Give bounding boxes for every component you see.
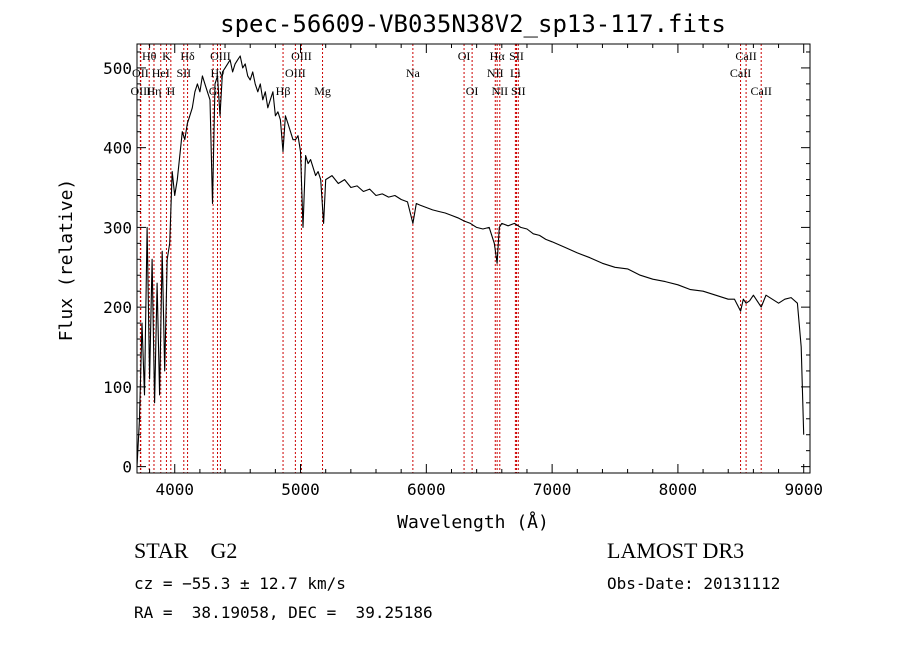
line-marker-label-9: OIII — [210, 49, 231, 63]
line-marker-label-6: Hδ — [180, 49, 195, 63]
obs-date-label: Obs-Date: 20131112 — [607, 574, 781, 593]
y-tick-label-5: 500 — [103, 59, 132, 78]
line-marker-label-12: OIII — [291, 49, 312, 63]
y-tick-label-3: 300 — [103, 218, 132, 237]
line-marker-label-8: H — [167, 84, 176, 98]
line-marker-label-25: CaII — [735, 49, 756, 63]
coordinates-label: RA = 38.19058, DEC = 39.25186 — [134, 603, 433, 622]
line-marker-label-2: OIII — [130, 84, 151, 98]
line-marker-label-14: Hβ — [276, 84, 291, 98]
line-marker-label-10: Hγ — [211, 66, 226, 80]
line-marker-label-5: Hη — [147, 84, 162, 98]
survey-label: LAMOST DR3 — [607, 538, 745, 563]
x-tick-label-5: 9000 — [784, 480, 823, 499]
x-tick-label-0: 4000 — [155, 480, 194, 499]
line-marker-label-22: SII — [509, 49, 524, 63]
line-marker-label-23: Li — [510, 66, 521, 80]
y-axis-label: Flux (relative) — [56, 179, 77, 342]
line-marker-label-21: NII — [491, 84, 508, 98]
velocity-label: cz = −55.3 ± 12.7 km/s — [134, 574, 346, 593]
y-tick-label-0: 0 — [122, 458, 132, 477]
line-marker-label-1: OII — [132, 66, 149, 80]
axis-ticks — [137, 44, 810, 473]
spectral-line-markers — [139, 44, 762, 473]
line-marker-label-17: OI — [458, 49, 471, 63]
line-marker-label-24: SII — [511, 84, 526, 98]
line-marker-label-27: CaII — [751, 84, 772, 98]
line-marker-label-26: CaII — [730, 66, 751, 80]
axis-tick-labels: 4000 5000 6000 7000 8000 9000 0 100 200 300 400 500 — [103, 59, 823, 499]
x-axis-label: Wavelength (Å) — [397, 511, 549, 533]
line-marker-label-18: OI — [466, 84, 479, 98]
object-class-label: STAR G2 — [134, 538, 238, 563]
x-tick-label-2: 6000 — [407, 480, 446, 499]
line-marker-label-13: OIII — [285, 66, 306, 80]
line-marker-label-0: Hθ — [142, 49, 157, 63]
line-marker-label-19: Hα — [490, 49, 506, 63]
series-layer — [136, 55, 805, 467]
x-tick-label-1: 5000 — [281, 480, 320, 499]
line-marker-label-3: K — [162, 49, 171, 63]
y-tick-label-1: 100 — [103, 378, 132, 397]
x-tick-label-3: 7000 — [533, 480, 572, 499]
x-tick-label-4: 8000 — [659, 480, 698, 499]
y-tick-label-4: 400 — [103, 139, 132, 158]
line-marker-label-20: NII — [487, 66, 504, 80]
line-marker-label-4: HeI — [152, 66, 170, 80]
line-marker-label-15: Mg — [314, 84, 331, 98]
series-line-spectrum — [136, 55, 805, 467]
line-marker-label-11: G — [209, 84, 218, 98]
line-marker-label-16: Na — [406, 66, 421, 80]
y-tick-label-2: 200 — [103, 298, 132, 317]
line-marker-label-7: SII — [176, 66, 191, 80]
plot-frame — [136, 43, 811, 474]
chart-title: spec-56609-VB035N38V2_sp13-117.fits — [220, 10, 726, 38]
